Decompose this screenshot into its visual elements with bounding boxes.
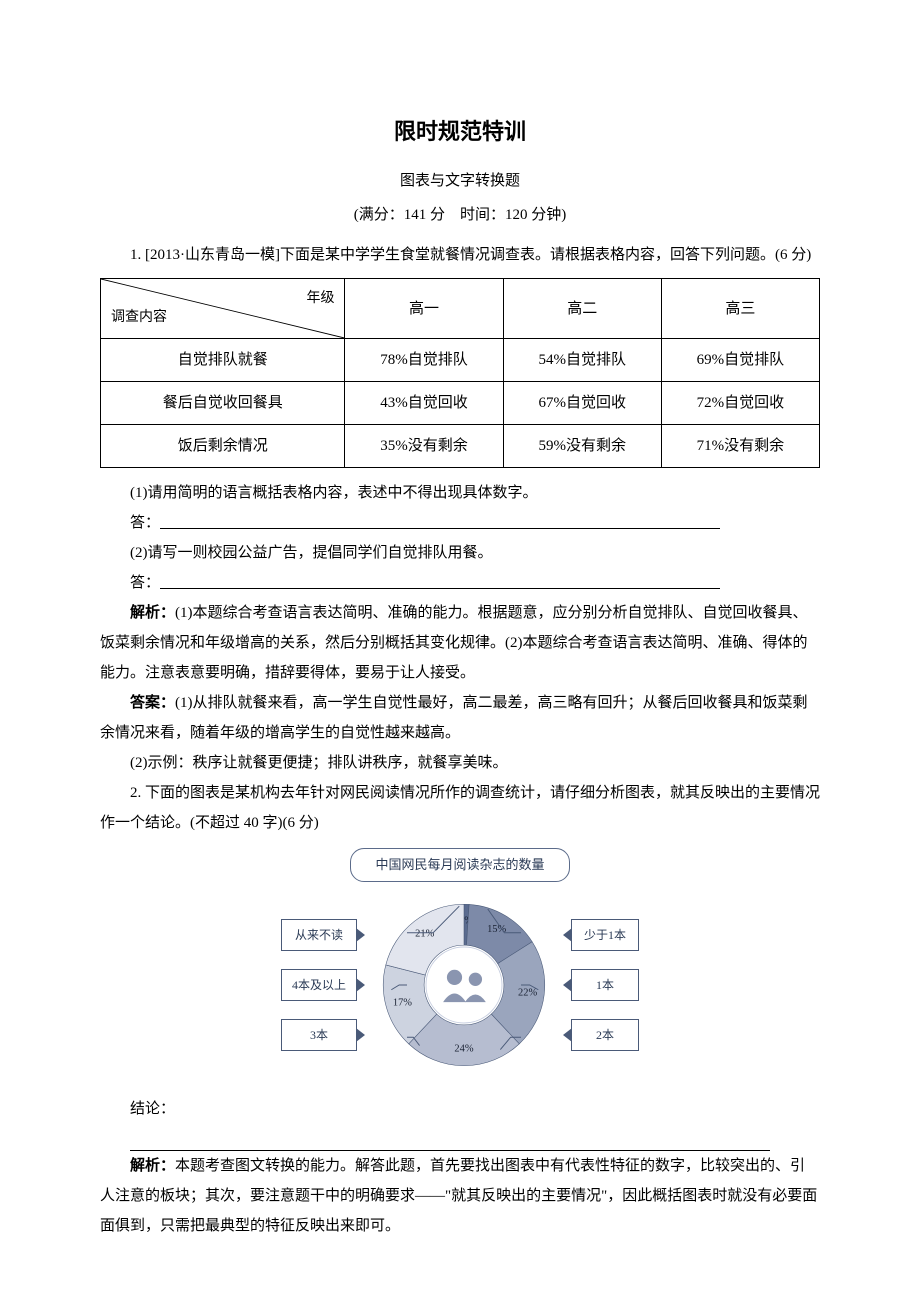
chart-title: 中国网民每月阅读杂志的数量: [350, 848, 570, 882]
pie-center: [426, 947, 502, 1023]
table-cell: 78%自觉排队: [345, 339, 503, 382]
blank-line: [160, 588, 720, 589]
chart-label: 少于1本: [571, 919, 639, 951]
table-row: 自觉排队就餐 78%自觉排队 54%自觉排队 69%自觉排队: [101, 339, 820, 382]
row-label: 饭后剩余情况: [101, 425, 345, 468]
ans-label: 答：: [130, 515, 160, 531]
chart-left-labels: 从来不读 4本及以上 3本: [281, 919, 357, 1051]
pie-pct-label: 22%: [518, 987, 537, 998]
table-cell: 54%自觉排队: [503, 339, 661, 382]
analysis-label: 解析：: [130, 1157, 175, 1174]
blank-line: [130, 1124, 770, 1151]
page-meta: (满分：141 分 时间：120 分钟): [100, 200, 820, 230]
table-cell: 72%自觉回收: [661, 382, 819, 425]
pie-svg: 1%15%22%24%17%21%: [369, 890, 559, 1080]
table-cell: 71%没有剩余: [661, 425, 819, 468]
chart-label: 4本及以上: [281, 969, 357, 1001]
pie-pct-label: 21%: [415, 929, 434, 940]
q1-stem: 1. [2013·山东青岛一模]下面是某中学学生食堂就餐情况调查表。请根据表格内…: [100, 240, 820, 270]
page-subtitle: 图表与文字转换题: [100, 166, 820, 196]
chart-label: 2本: [571, 1019, 639, 1051]
table-cell: 35%没有剩余: [345, 425, 503, 468]
row-label: 餐后自觉收回餐具: [101, 382, 345, 425]
table-cell: 67%自觉回收: [503, 382, 661, 425]
ans-label: 答：: [130, 575, 160, 591]
chart-label: 1本: [571, 969, 639, 1001]
table-row: 饭后剩余情况 35%没有剩余 59%没有剩余 71%没有剩余: [101, 425, 820, 468]
row-label: 自觉排队就餐: [101, 339, 345, 382]
pie-pct-label: 24%: [454, 1044, 473, 1055]
analysis-text: 本题考查图文转换的能力。解答此题，首先要找出图表中有代表性特征的数字，比较突出的…: [100, 1158, 817, 1234]
chart-label: 3本: [281, 1019, 357, 1051]
q1-sub1: (1)请用简明的语言概括表格内容，表述中不得出现具体数字。: [100, 478, 820, 508]
analysis-text: (1)本题综合考查语言表达简明、准确的能力。根据题意，应分别分析自觉排队、自觉回…: [100, 605, 808, 681]
table-row: 餐后自觉收回餐具 43%自觉回收 67%自觉回收 72%自觉回收: [101, 382, 820, 425]
q1-analysis: 解析：(1)本题综合考查语言表达简明、准确的能力。根据题意，应分别分析自觉排队、…: [100, 598, 820, 688]
chart-label: 从来不读: [281, 919, 357, 951]
q2-chart: 中国网民每月阅读杂志的数量 从来不读 4本及以上 3本 1%15%22%24%1…: [270, 848, 650, 1080]
q1-answer2: (2)示例：秩序让就餐更便捷；排队讲秩序，就餐享美味。: [100, 748, 820, 778]
col-header: 高二: [503, 279, 661, 339]
col-header: 高一: [345, 279, 503, 339]
q1-ans2-line: 答：: [100, 568, 820, 598]
diag-bottom-label: 调查内容: [111, 304, 167, 332]
table-row: 年级 调查内容 高一 高二 高三: [101, 279, 820, 339]
table-cell: 59%没有剩余: [503, 425, 661, 468]
chart-right-labels: 少于1本 1本 2本: [571, 919, 639, 1051]
pie-pct-label: 17%: [393, 997, 412, 1008]
chart-body: 从来不读 4本及以上 3本 1%15%22%24%17%21% 少于1本 1本 …: [270, 890, 650, 1080]
q1-ans1-line: 答：: [100, 508, 820, 538]
q2-analysis: 解析：本题考查图文转换的能力。解答此题，首先要找出图表中有代表性特征的数字，比较…: [100, 1151, 820, 1241]
analysis-label: 解析：: [130, 604, 175, 621]
pie-pct-label: 15%: [487, 924, 506, 935]
q1-table: 年级 调查内容 高一 高二 高三 自觉排队就餐 78%自觉排队 54%自觉排队 …: [100, 278, 820, 468]
diag-top-label: 年级: [306, 285, 334, 313]
q2-stem: 2. 下面的图表是某机构去年针对网民阅读情况所作的调查统计，请仔细分析图表，就其…: [100, 778, 820, 838]
col-header: 高三: [661, 279, 819, 339]
q1-answer1: 答案：(1)从排队就餐来看，高一学生自觉性最好，高二最差，高三略有回升；从餐后回…: [100, 688, 820, 748]
answer-text: (1)从排队就餐来看，高一学生自觉性最好，高二最差，高三略有回升；从餐后回收餐具…: [100, 695, 808, 741]
blank-line: [160, 528, 720, 529]
table-cell: 69%自觉排队: [661, 339, 819, 382]
q1-sub2: (2)请写一则校园公益广告，提倡同学们自觉排队用餐。: [100, 538, 820, 568]
answer-label: 答案：: [130, 694, 175, 711]
pie-chart: 1%15%22%24%17%21%: [369, 890, 559, 1080]
page-title: 限时规范特训: [100, 110, 820, 154]
table-diag-cell: 年级 调查内容: [101, 279, 345, 339]
table-cell: 43%自觉回收: [345, 382, 503, 425]
q2-conclusion-label: 结论：: [100, 1094, 820, 1124]
